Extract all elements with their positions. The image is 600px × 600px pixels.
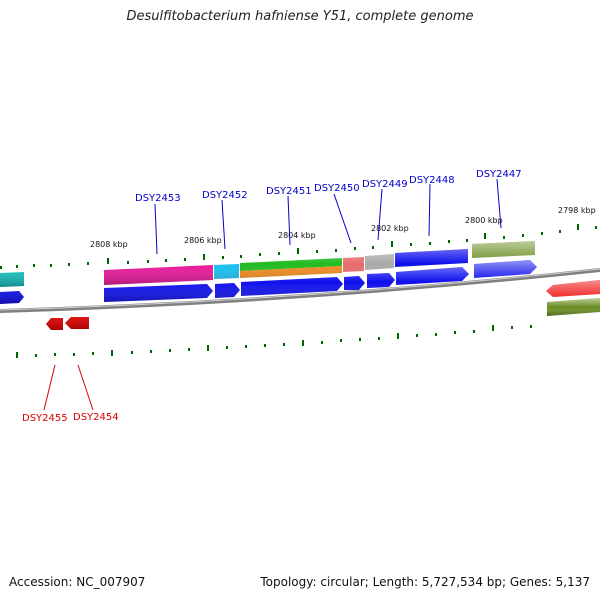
- reverse-label-leaders: [43, 364, 94, 411]
- lower-tick-marks: [16, 325, 532, 358]
- gene-label-dsy2455[interactable]: DSY2455: [22, 413, 68, 424]
- kbp-label-2802: 2802 kbp: [371, 224, 409, 233]
- gene-label-dsy2454[interactable]: DSY2454: [73, 412, 119, 423]
- kbp-label-2800: 2800 kbp: [465, 216, 503, 225]
- map-title: Desulfitobacterium hafniense Y51, comple…: [126, 9, 474, 24]
- gene-label-dsy2450[interactable]: DSY2450: [314, 183, 360, 194]
- gene-label-dsy2451[interactable]: DSY2451: [266, 186, 312, 197]
- gene-label-dsy2452[interactable]: DSY2452: [202, 190, 248, 201]
- kbp-label-2798: 2798 kbp: [558, 206, 596, 215]
- genome-backbone: [0, 268, 600, 313]
- kbp-label-2808: 2808 kbp: [90, 240, 128, 249]
- forward-gene-arrows: [0, 260, 537, 304]
- gene-label-dsy2449[interactable]: DSY2449: [362, 179, 408, 190]
- kbp-label-2806: 2806 kbp: [184, 236, 222, 245]
- accession-text: Accession: NC_007907: [9, 575, 146, 589]
- gene-label-dsy2453[interactable]: DSY2453: [135, 193, 181, 204]
- topology-text: Topology: circular; Length: 5,727,534 bp…: [260, 575, 590, 589]
- kbp-label-2804: 2804 kbp: [278, 231, 316, 240]
- reverse-gene-arrows: [46, 280, 600, 330]
- upper-tick-marks: [0, 224, 597, 269]
- forward-label-leaders: [154, 178, 502, 255]
- upper-feature-bars: [0, 241, 535, 287]
- gene-label-dsy2447[interactable]: DSY2447: [476, 169, 522, 180]
- gene-label-dsy2448[interactable]: DSY2448: [409, 175, 455, 186]
